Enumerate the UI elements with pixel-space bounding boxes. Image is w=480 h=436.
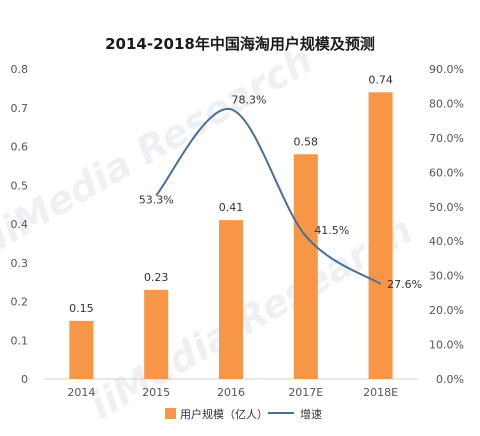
right-tick-label: 40.0% xyxy=(429,235,464,248)
left-tick-label: 0 xyxy=(21,373,28,386)
legend-bar-label: 用户规模（亿人） xyxy=(180,407,268,421)
x-tick-label: 2018E xyxy=(363,386,398,399)
line-value-label: 41.5% xyxy=(314,224,349,237)
line-data-labels: 53.3% 78.3% 41.5% 27.6% xyxy=(139,93,422,291)
bar xyxy=(69,320,94,379)
right-tick-label: 80.0% xyxy=(429,97,464,110)
left-tick-label: 0.8 xyxy=(11,63,29,76)
legend-bar-swatch xyxy=(165,408,176,419)
legend-line-label: 增速 xyxy=(300,407,322,421)
right-tick-label: 10.0% xyxy=(429,339,464,352)
legend: 用户规模（亿人） 增速 xyxy=(165,407,322,421)
chart-title: 2014-2018年中国海淘用户规模及预测 xyxy=(105,35,375,53)
right-axis: 0.0% 10.0% 20.0% 30.0% 40.0% 50.0% 60.0% 70.0% 8… xyxy=(429,63,464,386)
right-tick-label: 50.0% xyxy=(429,201,464,214)
x-tick-label: 2015 xyxy=(142,386,170,399)
bar-value-label: 0.74 xyxy=(368,73,393,86)
right-tick-label: 0.0% xyxy=(436,373,464,386)
left-tick-label: 0.5 xyxy=(11,179,29,192)
x-tick-label: 2016 xyxy=(217,386,245,399)
left-tick-label: 0.4 xyxy=(11,218,29,231)
bar-data-labels: 0.15 0.23 0.41 0.58 0.74 xyxy=(69,73,393,315)
bar-value-label: 0.23 xyxy=(144,271,169,284)
right-tick-label: 90.0% xyxy=(429,63,464,76)
watermark: iiMedia Research xyxy=(0,38,320,258)
left-tick-label: 0.3 xyxy=(11,257,29,270)
bar xyxy=(368,92,393,379)
right-tick-label: 20.0% xyxy=(429,304,464,317)
right-tick-label: 60.0% xyxy=(429,166,464,179)
bar-series xyxy=(69,92,393,379)
line-value-label: 27.6% xyxy=(387,278,422,291)
bar xyxy=(144,289,169,379)
line-value-label: 78.3% xyxy=(232,93,267,106)
growth-line xyxy=(155,108,382,285)
bar xyxy=(293,154,318,379)
left-tick-label: 0.2 xyxy=(11,296,29,309)
right-tick-label: 30.0% xyxy=(429,270,464,283)
x-tick-label: 2017E xyxy=(288,386,323,399)
x-axis: 2014 2015 2016 2017E 2018E xyxy=(67,386,398,399)
bar-value-label: 0.58 xyxy=(294,135,319,148)
left-tick-label: 0.7 xyxy=(11,102,29,115)
bar-value-label: 0.41 xyxy=(219,201,244,214)
right-tick-label: 70.0% xyxy=(429,132,464,145)
left-tick-label: 0.1 xyxy=(11,334,29,347)
line-value-label: 53.3% xyxy=(139,193,174,206)
left-tick-label: 0.6 xyxy=(11,141,29,154)
x-tick-label: 2014 xyxy=(67,386,95,399)
bar xyxy=(219,220,243,379)
left-axis: 0 0.1 0.2 0.3 0.4 0.5 0.6 0.7 0.8 xyxy=(11,63,29,386)
bar-value-label: 0.15 xyxy=(69,302,94,315)
